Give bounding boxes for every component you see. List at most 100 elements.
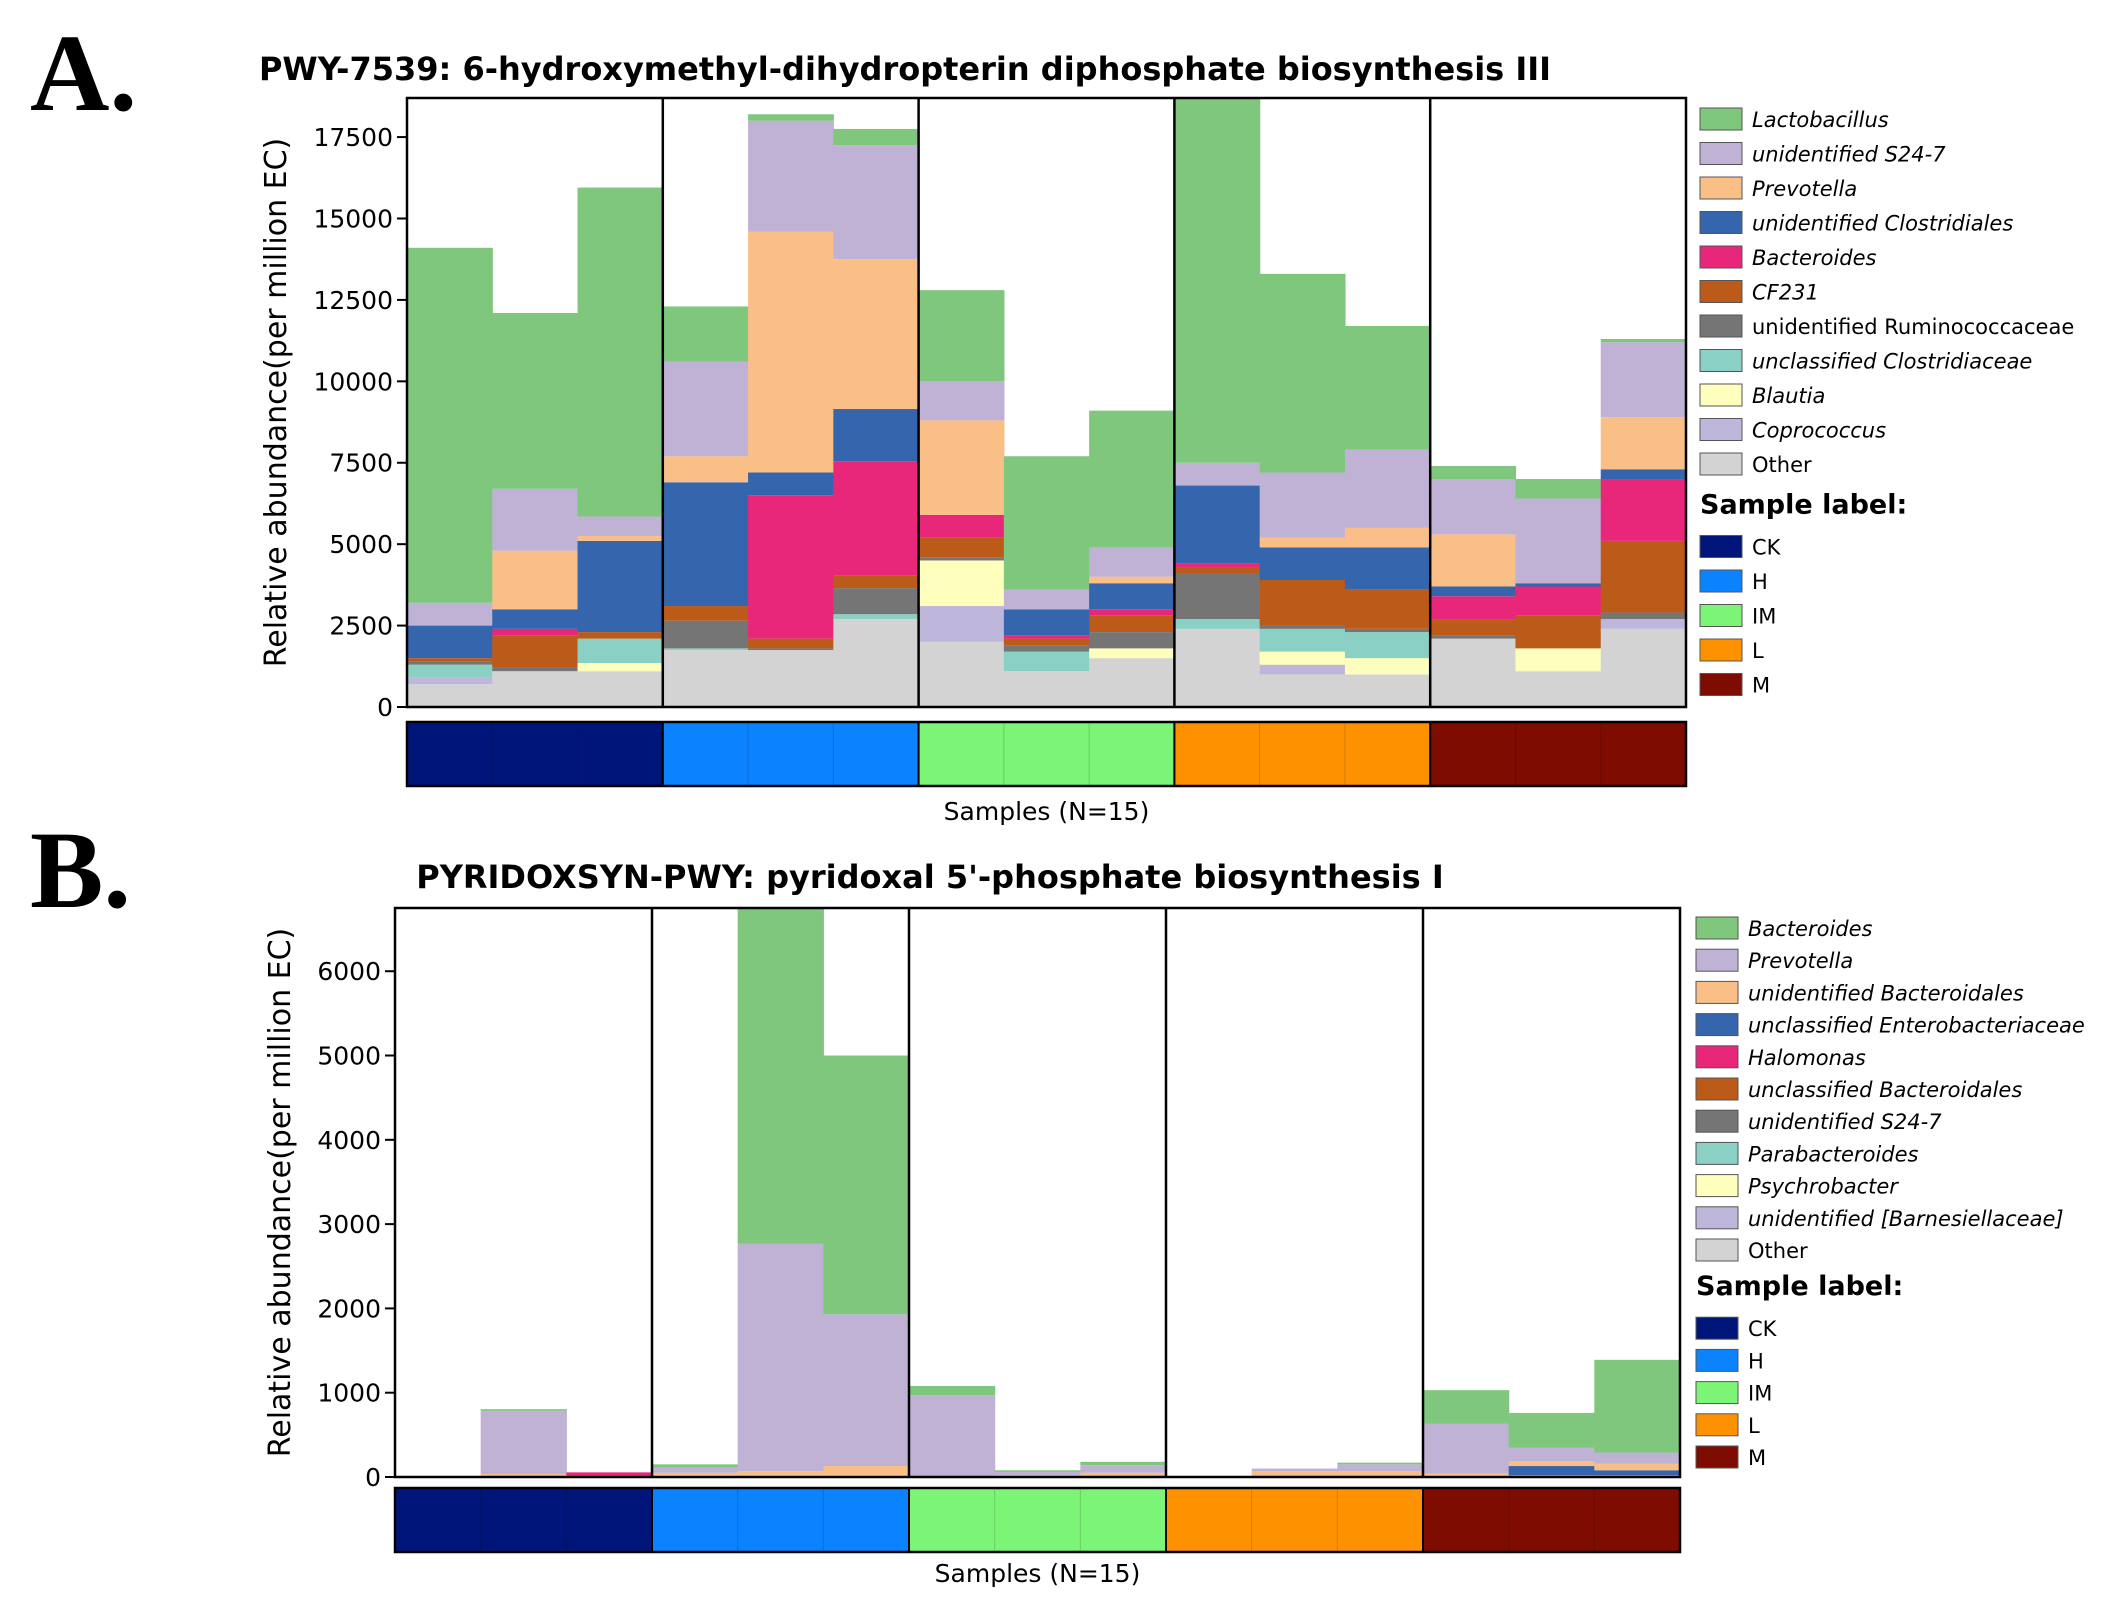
legend-swatch (1695, 916, 1739, 940)
legend-label: Parabacteroides (1748, 1142, 1918, 1166)
bar-segment-M-3-6 (1600, 479, 1687, 541)
bar-segment-M-1-9 (1430, 479, 1517, 535)
bar-segment-IM-1-9 (909, 1395, 996, 1477)
legend-swatch (1699, 383, 1743, 407)
sample-strip-IM (909, 1488, 1166, 1552)
y-tick-label: 2500 (329, 612, 393, 641)
legend-label: Bacteroides (1748, 917, 1873, 941)
sample-label-heading: Sample label: (1696, 1271, 1903, 1302)
legend-label: Coprococcus (1752, 419, 1886, 443)
bar-segment-L-1-3 (1174, 619, 1261, 629)
bar-segment-IM-2-9 (994, 1471, 1081, 1476)
panel-b-chart: 0 1000 2000 3000 4000 5000 6000 Relative abunda… (263, 906, 2085, 1588)
bar-segment-M-1-6 (1430, 596, 1517, 620)
bar-segment-M-1-10 (1423, 1390, 1510, 1424)
legend-label: Lactobacillus (1752, 108, 1889, 132)
legend-swatch (1695, 1174, 1739, 1198)
bar-segment-L-3-7 (1344, 547, 1431, 590)
sample-strip (405, 720, 1688, 788)
sample-legend-swatch (1699, 535, 1743, 558)
legend-swatch (1699, 107, 1743, 131)
bar-segment-CK-3-6 (566, 1472, 653, 1476)
bar-segment-IM-2-10 (1003, 456, 1090, 590)
bar-segment-H-2-10 (737, 908, 824, 1244)
bar-segment-IM-2-9 (1003, 589, 1090, 610)
bar-segment-IM-2-10 (994, 1470, 1081, 1472)
bar-segment-IM-3-6 (1089, 609, 1175, 616)
bar-segment-CK-2-5 (492, 635, 579, 668)
bar-segment-H-1-10 (662, 306, 749, 362)
bar-segment-M-3-5 (1600, 540, 1687, 613)
bar-segment-CK-1-7 (407, 625, 493, 659)
bar-segment-M-2-8 (1508, 1460, 1595, 1467)
sample-legend-label: L (1752, 639, 1764, 663)
bar-segment-IM-1-1 (918, 606, 1005, 642)
bar-segment-L-1-10 (1174, 98, 1261, 463)
bar-segment-CK-1-1 (407, 677, 493, 685)
bar-segment-H-2-5 (748, 638, 834, 649)
bar-segment-H-2-8 (737, 1471, 824, 1476)
y-tick-label: 6000 (317, 957, 381, 986)
bar-segment-L-2-1 (1259, 664, 1346, 675)
legend-label: unidentified Ruminococcaceae (1752, 315, 2074, 339)
bar-segment-M-3-1 (1600, 619, 1687, 629)
legend-label: unclassified Enterobacteriaceae (1748, 1014, 2085, 1038)
bar-segment-H-1-8 (662, 456, 749, 483)
bar-segment-H-3-3 (833, 614, 920, 620)
bar-segment-L-2-8 (1259, 537, 1346, 548)
sample-label-heading: Sample label: (1700, 490, 1907, 521)
sample-strip (393, 1486, 1682, 1554)
bar-segment-CK-3-7 (577, 540, 664, 633)
bar-segment-H-1-4 (662, 620, 749, 649)
panel-a-letter: A. (30, 12, 137, 134)
panel-b-title: PYRIDOXSYN-PWY: pyridoxal 5'-phosphate b… (416, 858, 1444, 896)
bar-segment-CK-1-5 (407, 658, 493, 662)
sample-strip-M (1423, 1488, 1680, 1552)
legend-label: unidentified Clostridiales (1752, 212, 2013, 236)
bar-segment-H-3-9 (833, 145, 920, 260)
bar-segment-H-2-10 (748, 114, 834, 121)
bar-segment-L-2-7 (1259, 547, 1346, 580)
bar-segment-H-1-9 (652, 1467, 739, 1473)
bar-segment-CK-3-3 (577, 638, 664, 664)
bar-segment-H-1-3 (662, 648, 749, 651)
bar-segment-H-2-4 (748, 648, 834, 651)
bar-segment-M-1-10 (1430, 466, 1517, 480)
bar-segment-L-2-0 (1259, 674, 1346, 707)
bar-segment-IM-3-10 (1089, 410, 1175, 548)
bar-segment-IM-1-10 (909, 1385, 996, 1396)
bar-segment-IM-2-4 (1003, 645, 1090, 652)
legend-label: Prevotella (1752, 177, 1857, 201)
legend-swatch (1699, 452, 1743, 476)
bar-segment-L-3-8 (1344, 527, 1431, 548)
sample-legend-swatch (1699, 638, 1743, 662)
y-tick-label: 2000 (317, 1294, 381, 1323)
bar-segment-IM-3-10 (1080, 1461, 1167, 1466)
bar-segment-M-2-9 (1508, 1447, 1595, 1461)
bar-segment-CK-2-7 (492, 609, 579, 629)
y-axis-label: Relative abundance(per million EC) (259, 138, 294, 668)
sample-legend-label: IM (1748, 1382, 1772, 1406)
legend-label: unidentified S24-7 (1752, 143, 1946, 167)
legend-swatch (1695, 1206, 1739, 1230)
bar-segment-M-3-9 (1600, 342, 1687, 418)
legend-label: Prevotella (1748, 949, 1853, 973)
bar-segment-L-2-9 (1251, 1468, 1338, 1472)
bar-segment-H-2-9 (737, 1243, 824, 1472)
bar-segment-H-2-9 (748, 120, 834, 232)
sample-strip-CK (395, 1488, 652, 1552)
y-tick-label: 1000 (317, 1379, 381, 1408)
bar-segment-L-2-3 (1259, 628, 1346, 652)
bar-segment-L-3-9 (1344, 449, 1431, 528)
y-tick-label: 12500 (313, 286, 393, 315)
sample-strip-L (1174, 722, 1431, 786)
bar-segment-H-2-7 (748, 472, 834, 496)
bar-segment-M-2-10 (1515, 479, 1602, 499)
bar-segment-IM-2-5 (1003, 638, 1090, 646)
legend-label: Bacteroides (1752, 246, 1877, 270)
y-tick-label: 17500 (313, 123, 393, 152)
sample-legend-swatch (1699, 673, 1743, 696)
x-axis-label: Samples (N=15) (944, 797, 1150, 826)
panel-a-title: PWY-7539: 6-hydroxymethyl-dihydropterin … (259, 50, 1551, 88)
bar-segment-H-1-0 (662, 650, 749, 707)
